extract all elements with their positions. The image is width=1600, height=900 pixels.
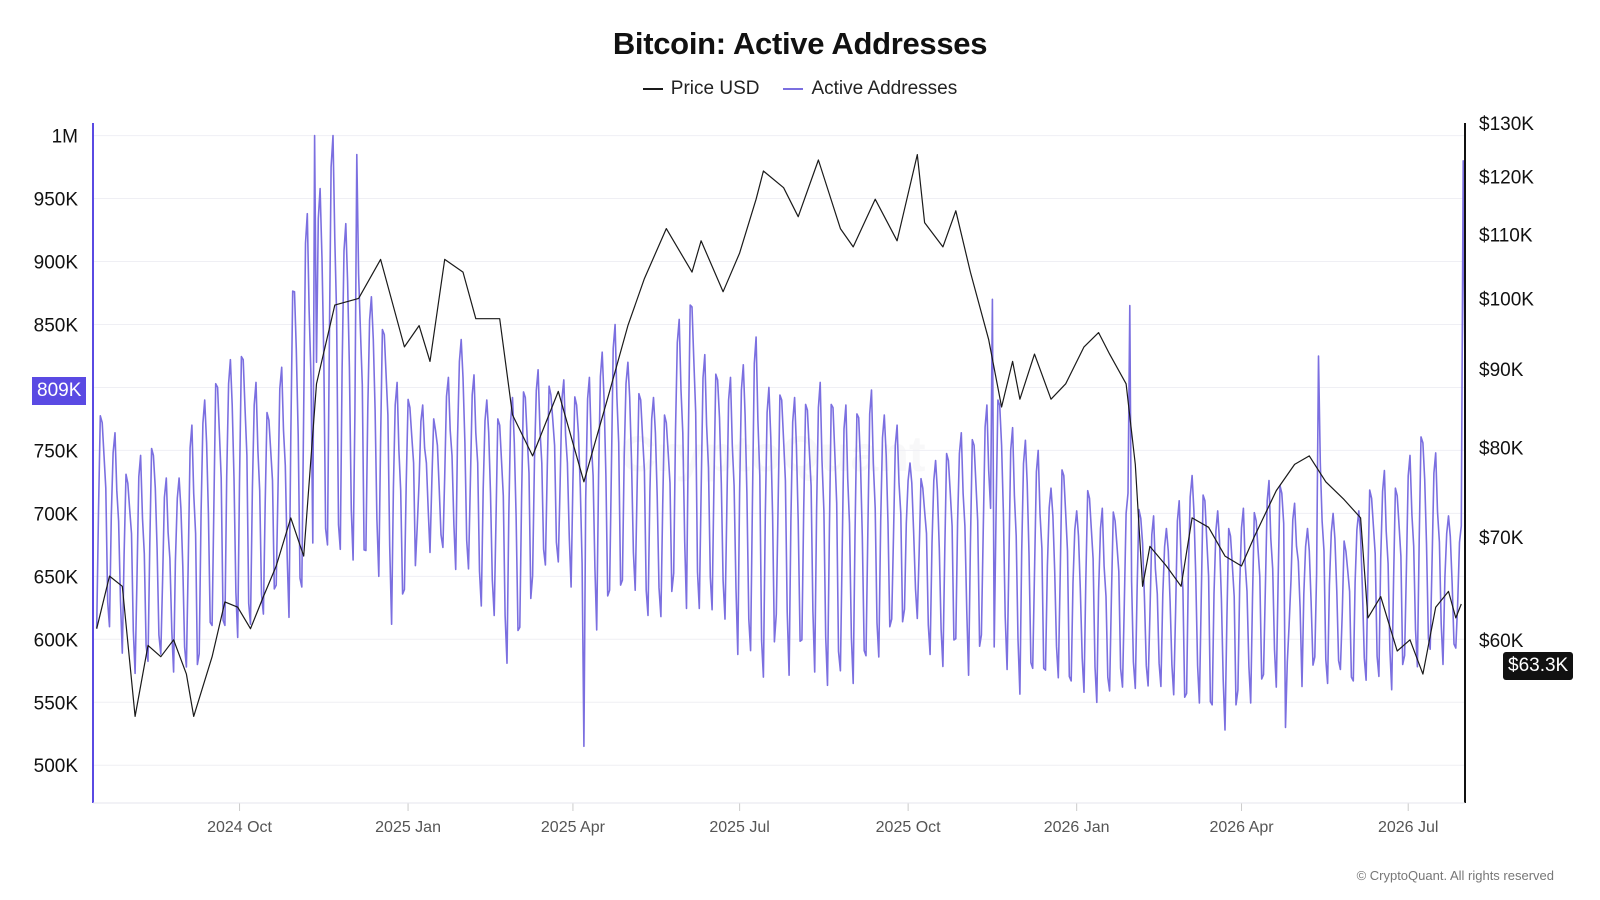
chart-legend: Price USD Active Addresses <box>0 78 1600 100</box>
current-price-badge: $63.3K <box>1503 652 1574 680</box>
y-left-tick-label: 650K <box>34 567 79 588</box>
legend-label-price: Price USD <box>670 78 760 99</box>
axes: 1M950K900K850K800K750K700K650K600K550K50… <box>34 114 1535 836</box>
y-right-tick-label: $70K <box>1479 528 1524 549</box>
x-tick-label: 2025 Apr <box>541 819 606 836</box>
x-tick-label: 2026 Apr <box>1209 819 1274 836</box>
y-left-tick-label: 850K <box>34 315 79 336</box>
y-right-tick-label: $90K <box>1479 360 1524 381</box>
legend-swatch-active-addresses <box>783 88 804 90</box>
price-series <box>96 154 1462 717</box>
legend-label-active-addresses: Active Addresses <box>811 78 958 99</box>
copyright-text: © CryptoQuant. All rights reserved <box>1356 868 1554 883</box>
y-right-tick-label: $130K <box>1479 114 1534 135</box>
y-right-tick-label: $80K <box>1479 439 1524 460</box>
y-right-tick-label: $60K <box>1479 631 1524 652</box>
x-tick-label: 2025 Oct <box>876 819 941 836</box>
y-left-tick-label: 700K <box>34 504 79 525</box>
y-left-tick-label: 900K <box>34 253 79 274</box>
grid <box>93 135 1465 766</box>
y-left-tick-label: 950K <box>34 190 79 211</box>
x-tick-label: 2025 Jul <box>709 819 770 836</box>
y-right-tick-label: $110K <box>1479 226 1533 247</box>
y-left-tick-label: 1M <box>52 127 78 148</box>
y-right-tick-label: $100K <box>1479 289 1534 310</box>
current-addresses-badge: 809K <box>32 377 87 405</box>
active-addresses-series <box>95 134 1466 748</box>
legend-item-active-addresses[interactable]: Active Addresses <box>783 78 957 100</box>
legend-swatch-price <box>642 88 663 90</box>
y-left-tick-label: 500K <box>34 756 79 777</box>
legend-item-price[interactable]: Price USD <box>642 78 760 100</box>
y-left-tick-label: 750K <box>34 441 79 462</box>
x-tick-label: 2024 Oct <box>207 819 272 836</box>
x-tick-label: 2026 Jul <box>1378 819 1439 836</box>
y-right-tick-label: $120K <box>1479 167 1534 188</box>
price-usd-line <box>96 154 1462 717</box>
x-tick-label: 2025 Jan <box>375 819 441 836</box>
active-addresses-line <box>95 134 1466 748</box>
y-left-tick-label: 600K <box>34 630 79 651</box>
x-tick-label: 2026 Jan <box>1044 819 1110 836</box>
chart-title: Bitcoin: Active Addresses <box>612 26 988 61</box>
y-left-tick-label: 550K <box>34 693 79 714</box>
watermark: CryptoQuant <box>620 426 926 482</box>
